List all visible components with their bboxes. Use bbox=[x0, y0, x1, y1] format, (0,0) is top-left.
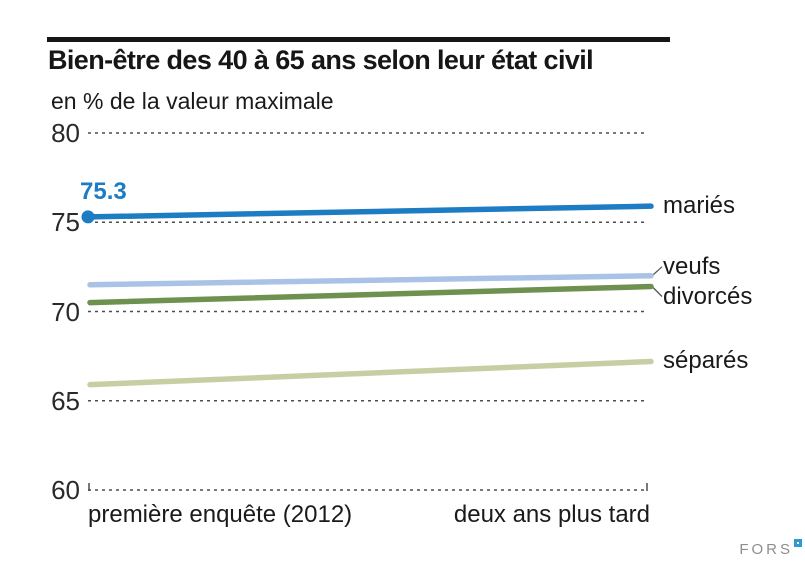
point-value-label: 75.3 bbox=[80, 178, 127, 205]
y-tick-label: 60 bbox=[51, 475, 80, 505]
y-tick-label: 80 bbox=[51, 118, 80, 148]
y-tick-label: 75 bbox=[51, 207, 80, 238]
title-rule bbox=[47, 37, 670, 42]
y-tick-label: 70 bbox=[51, 296, 80, 327]
x-axis-label-first: première enquête (2012) bbox=[88, 501, 353, 528]
fors-logo-mark bbox=[794, 539, 802, 547]
series-label-separes: séparés bbox=[663, 347, 749, 375]
series-label-divorces: divorcés bbox=[663, 282, 753, 310]
series-label-veufs: veufs bbox=[663, 252, 721, 280]
chart-title: Bien-être des 40 à 65 ans selon leur éta… bbox=[48, 45, 594, 75]
x-axis-label-second: deux ans plus tard bbox=[453, 501, 650, 528]
series-label-maries: mariés bbox=[663, 192, 736, 220]
fors-logo-text: FORS bbox=[739, 541, 793, 558]
y-axis-unit-label: en % de la valeur maximale bbox=[51, 88, 334, 114]
y-tick-label: 65 bbox=[51, 385, 80, 416]
fors-logo: FORS bbox=[739, 539, 802, 558]
